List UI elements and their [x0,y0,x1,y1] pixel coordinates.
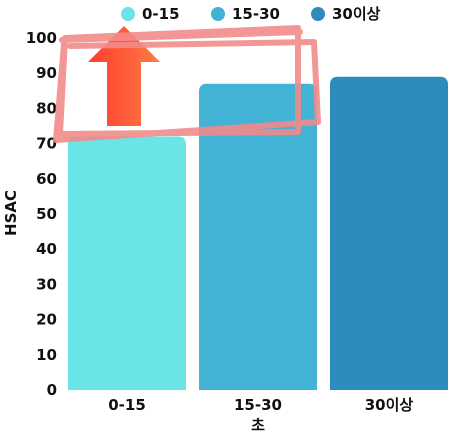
bar-15-30 [199,83,317,390]
up-arrow-icon [88,26,160,126]
bar-30이상 [330,76,448,390]
y-tick-label: 30 [36,275,57,293]
legend-item: 15-30 [211,5,280,23]
y-tick-label: 50 [36,205,57,223]
scribble-highlight [53,25,321,143]
y-tick-label: 70 [36,135,57,153]
chart-legend: 0-15 15-30 30이상 [121,5,381,23]
legend-item: 30이상 [311,5,381,23]
y-tick-label: 60 [36,170,57,188]
legend-label: 15-30 [232,5,280,23]
y-tick-label: 10 [36,346,57,364]
legend-swatch [121,7,135,21]
y-tick-label: 40 [36,240,57,258]
y-axis-ticks: 0 10 20 30 40 50 60 70 80 90 100 [26,29,57,399]
x-axis-ticks: 0-15 15-30 30이상 [108,396,413,414]
y-tick-label: 80 [36,99,57,117]
y-tick-label: 90 [36,64,57,82]
x-tick-label: 15-30 [234,396,282,414]
x-tick-label: 0-15 [108,396,146,414]
legend-item: 0-15 [121,5,180,23]
bar-0-15 [68,136,186,390]
legend-swatch [211,7,225,21]
y-tick-label: 20 [36,311,57,329]
legend-label: 0-15 [142,5,180,23]
y-tick-label: 100 [26,29,57,47]
y-tick-label: 0 [47,381,57,399]
x-axis-label: 초 [251,416,265,434]
legend-swatch [311,7,325,21]
x-tick-label: 30이상 [365,396,414,414]
y-axis-label: HSAC [2,190,20,236]
bars [68,76,448,390]
legend-label: 30이상 [332,5,381,23]
